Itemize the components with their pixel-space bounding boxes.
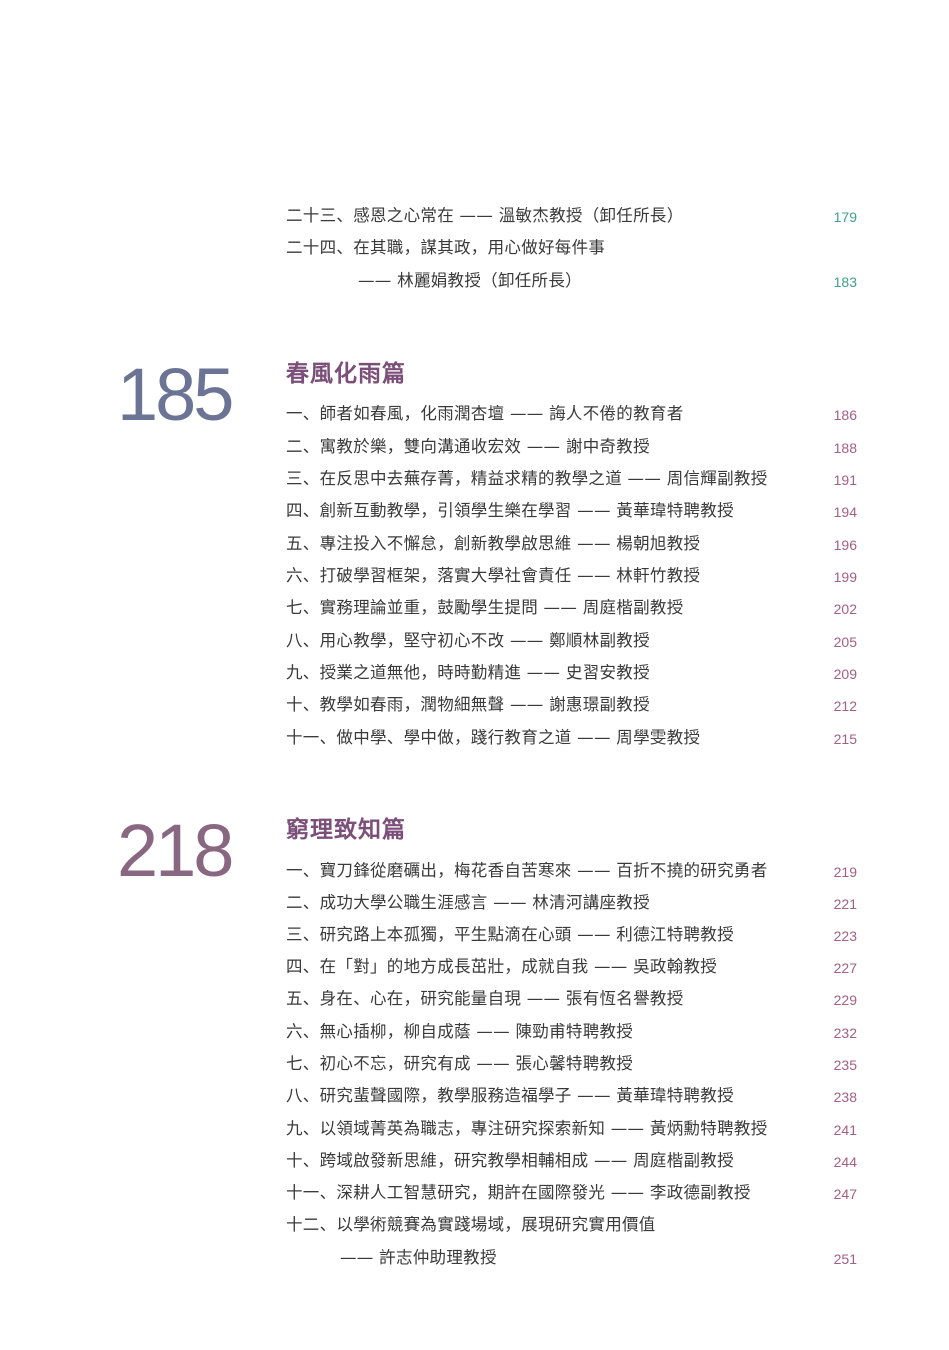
toc-entry: 四、創新互動教學，引領學生樂在學習 —— 黃華瑋特聘教授	[286, 501, 734, 520]
toc-entry: 八、研究蜚聲國際，教學服務造福學子 —— 黃華瑋特聘教授	[286, 1086, 734, 1105]
toc-entry: 六、打破學習框架，落實大學社會責任 —— 林軒竹教授	[286, 566, 701, 585]
toc-page-number: 194	[833, 504, 857, 520]
section-title: 春風化雨篇	[286, 361, 406, 387]
toc-entry: 二、成功大學公職生涯感言 —— 林清河講座教授	[286, 893, 650, 912]
toc-entry: 十一、深耕人工智慧研究，期許在國際發光 —— 李政德副教授	[286, 1183, 751, 1202]
toc-entry: 十、跨域啟發新思維，研究教學相輔相成 —— 周庭楷副教授	[286, 1151, 734, 1170]
toc-entry: 二十三、感恩之心常在 —— 溫敏杰教授（卸任所長）	[286, 206, 684, 225]
toc-entry-continuation: —— 許志仲助理教授	[340, 1248, 497, 1267]
toc-page-number: 238	[833, 1089, 857, 1105]
toc-page-number: 215	[833, 731, 857, 747]
toc-page-number: 212	[833, 698, 857, 714]
toc-entry: 七、實務理論並重，鼓勵學生提問 —— 周庭楷副教授	[286, 598, 684, 617]
toc-entry: 八、用心教學，堅守初心不改 —— 鄭順林副教授	[286, 631, 650, 650]
toc-page-number: 247	[833, 1186, 857, 1202]
toc-entry: 三、在反思中去蕪存菁，精益求精的教學之道 —— 周信輝副教授	[286, 469, 768, 488]
toc-entry: 四、在「對」的地方成長茁壯，成就自我 —— 吳政翰教授	[286, 957, 718, 976]
section-title: 窮理致知篇	[286, 817, 406, 843]
toc-page-number: 244	[833, 1154, 857, 1170]
toc-page-number: 232	[833, 1025, 857, 1041]
toc-page-number: 221	[833, 896, 857, 912]
toc-entry: 九、以領域菁英為職志，專注研究探索新知 —— 黃炳勳特聘教授	[286, 1119, 768, 1138]
section-start-page-number: 185	[117, 353, 234, 436]
toc-entry: 五、身在、心在，研究能量自現 —— 張有恆名譽教授	[286, 989, 684, 1008]
toc-page-number: 183	[833, 274, 857, 290]
toc-entry: 二、寓教於樂，雙向溝通收宏效 —— 謝中奇教授	[286, 437, 650, 456]
toc-entry: 一、寶刀鋒從磨礪出，梅花香自苦寒來 —— 百折不撓的研究勇者	[286, 861, 768, 880]
toc-page-number: 251	[833, 1251, 857, 1267]
toc-page-number: 235	[833, 1057, 857, 1073]
toc-entry: 十一、做中學、學中做，踐行教育之道 —— 周學雯教授	[286, 728, 701, 747]
toc-page-number: 209	[833, 666, 857, 682]
toc-page-number: 223	[833, 928, 857, 944]
toc-entry: 三、研究路上本孤獨，平生點滴在心頭 —— 利德江特聘教授	[286, 925, 734, 944]
toc-entry: 二十四、在其職，謀其政，用心做好每件事	[286, 238, 606, 257]
toc-page-number: 227	[833, 960, 857, 976]
toc-entry: 六、無心插柳，柳自成蔭 —— 陳勁甫特聘教授	[286, 1022, 634, 1041]
toc-page-number: 191	[833, 472, 857, 488]
toc-page-number: 188	[833, 440, 857, 456]
toc-page-number: 202	[833, 601, 857, 617]
toc-page-number: 241	[833, 1122, 857, 1138]
toc-entry: 九、授業之道無他，時時勤精進 —— 史習安教授	[286, 663, 650, 682]
toc-entry: 十、教學如春雨，潤物細無聲 —— 謝惠璟副教授	[286, 695, 650, 714]
section-start-page-number: 218	[117, 809, 234, 892]
toc-entry: 五、專注投入不懈怠，創新教學啟思維 —— 楊朝旭教授	[286, 534, 701, 553]
toc-page-number: 205	[833, 634, 857, 650]
toc-page-number: 179	[833, 209, 857, 225]
toc-page-number: 219	[833, 864, 857, 880]
toc-page-number: 229	[833, 992, 857, 1008]
toc-entry: 十二、以學術競賽為實踐場域，展現研究實用價值	[286, 1215, 656, 1234]
toc-page-number: 186	[833, 407, 857, 423]
toc-entry: 七、初心不忘，研究有成 —— 張心馨特聘教授	[286, 1054, 634, 1073]
toc-entry-continuation: —— 林麗娟教授（卸任所長）	[358, 271, 582, 290]
toc-entry: 一、師者如春風，化雨潤杏壇 —— 誨人不倦的教育者	[286, 404, 684, 423]
toc-page-number: 196	[833, 537, 857, 553]
toc-page-number: 199	[833, 569, 857, 585]
